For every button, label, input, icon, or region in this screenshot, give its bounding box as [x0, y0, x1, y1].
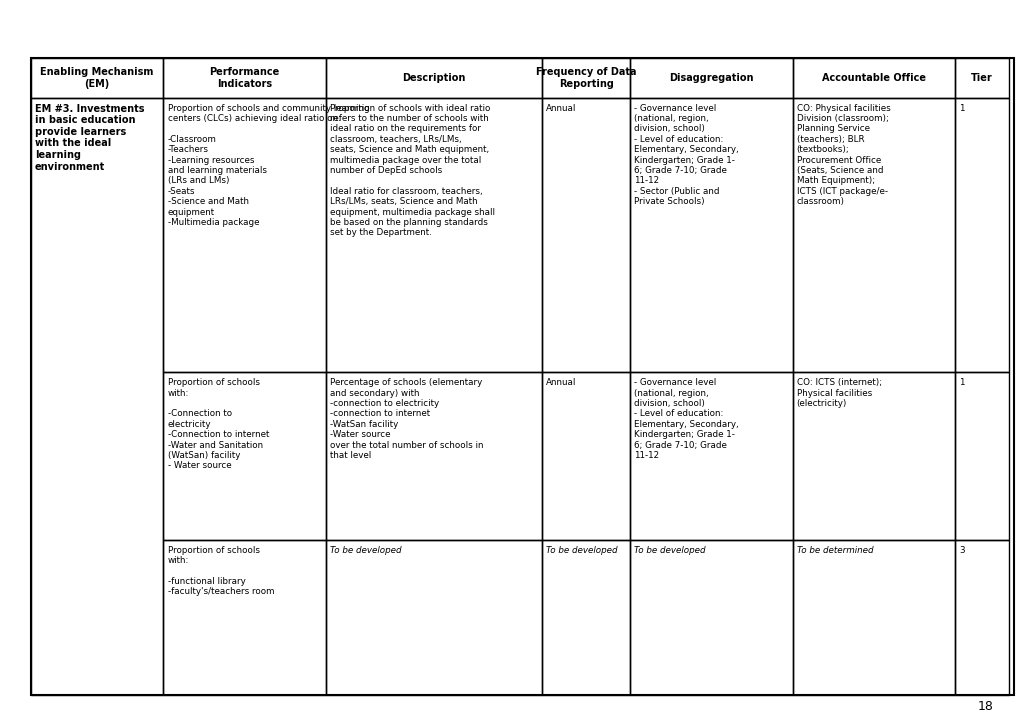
Text: Accountable Office: Accountable Office: [821, 73, 926, 83]
Bar: [954, 373, 1009, 540]
Bar: [793, 540, 954, 695]
Bar: [326, 98, 542, 372]
Text: Percentage of schools (elementary
and secondary) with
-connection to electricity: Percentage of schools (elementary and se…: [330, 379, 483, 460]
Bar: [793, 58, 954, 98]
Bar: [631, 98, 793, 372]
Bar: [631, 58, 793, 98]
Bar: [542, 58, 631, 98]
Text: Annual: Annual: [546, 104, 577, 112]
Text: Enabling Mechanism
(EM): Enabling Mechanism (EM): [40, 67, 154, 88]
Bar: [954, 58, 1009, 98]
Text: Annual: Annual: [546, 379, 577, 387]
Bar: [326, 540, 542, 695]
Bar: [954, 98, 1009, 372]
Bar: [31, 98, 164, 695]
Text: - Governance level
(national, region,
division, school)
- Level of education:
El: - Governance level (national, region, di…: [635, 104, 739, 206]
Text: 3: 3: [958, 546, 965, 555]
Text: Description: Description: [402, 73, 466, 83]
Text: Proportion of schools
with:

-Connection to
electricity
-Connection to internet
: Proportion of schools with: -Connection …: [168, 379, 269, 471]
Bar: [631, 540, 793, 695]
Bar: [542, 98, 631, 372]
Text: To be developed: To be developed: [546, 546, 617, 555]
Bar: [31, 58, 1014, 695]
Bar: [164, 58, 326, 98]
Bar: [164, 540, 326, 695]
Bar: [793, 373, 954, 540]
Text: 18: 18: [977, 700, 993, 713]
Bar: [542, 540, 631, 695]
Text: To be developed: To be developed: [635, 546, 706, 555]
Text: Performance
Indicators: Performance Indicators: [209, 67, 280, 88]
Text: Tier: Tier: [971, 73, 992, 83]
Text: To be developed: To be developed: [330, 546, 401, 555]
Text: Proportion of schools with ideal ratio
refers to the number of schools with
idea: Proportion of schools with ideal ratio r…: [330, 104, 495, 237]
Bar: [326, 373, 542, 540]
Text: Proportion of schools
with:

-functional library
-faculty's/teachers room: Proportion of schools with: -functional …: [168, 546, 274, 596]
Bar: [631, 373, 793, 540]
Bar: [542, 373, 631, 540]
Text: EM #3. Investments
in basic education
provide learners
with the ideal
learning
e: EM #3. Investments in basic education pr…: [35, 104, 144, 172]
Text: CO: Physical facilities
Division (classroom);
Planning Service
(teachers); BLR
(: CO: Physical facilities Division (classr…: [797, 104, 891, 206]
Text: To be determined: To be determined: [797, 546, 873, 555]
Text: Frequency of Data
Reporting: Frequency of Data Reporting: [536, 67, 636, 88]
Bar: [31, 58, 164, 98]
Text: Proportion of schools and community learning
centers (CLCs) achieving ideal rati: Proportion of schools and community lear…: [168, 104, 369, 227]
Text: 1: 1: [958, 379, 965, 387]
Text: 1: 1: [958, 104, 965, 112]
Text: CO: ICTS (internet);
Physical facilities
(electricity): CO: ICTS (internet); Physical facilities…: [797, 379, 882, 408]
Bar: [793, 98, 954, 372]
Bar: [164, 373, 326, 540]
Bar: [326, 58, 542, 98]
Bar: [164, 98, 326, 372]
Text: Disaggregation: Disaggregation: [670, 73, 754, 83]
Text: - Governance level
(national, region,
division, school)
- Level of education:
El: - Governance level (national, region, di…: [635, 379, 739, 460]
Bar: [954, 540, 1009, 695]
